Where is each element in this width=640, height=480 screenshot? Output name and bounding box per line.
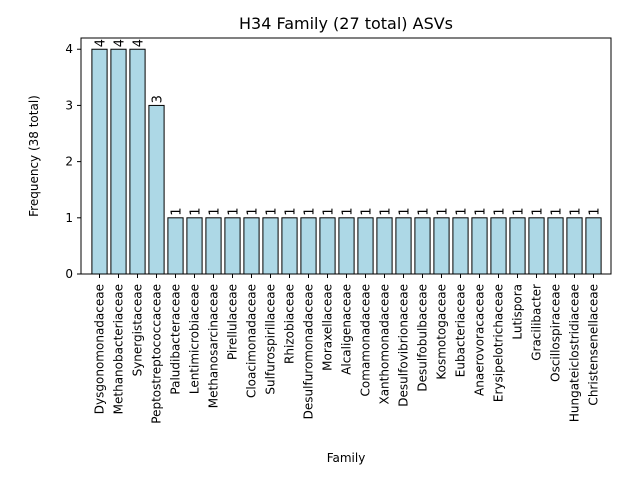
bar [148, 104, 165, 275]
y-tick-label: 2 [65, 155, 73, 169]
bar [414, 217, 431, 275]
bar [357, 217, 374, 275]
data-label: 1 [493, 208, 508, 216]
x-tick-label: Christensenellaceae [587, 284, 601, 406]
data-label: 1 [588, 208, 603, 216]
data-label: 1 [322, 208, 337, 216]
bar [547, 217, 564, 275]
x-tick-label: Kosmotogaceae [435, 284, 449, 380]
ticks-layer: 0 1 2 3 4 Dysgonomonadaceae Methanobacteriacea… [65, 42, 600, 423]
y-tick-label: 3 [65, 98, 73, 112]
data-label: 1 [303, 208, 318, 216]
plot-frame [80, 37, 612, 275]
data-label: 1 [512, 208, 527, 216]
x-tick-label: Desulfobulbaceae [416, 284, 430, 392]
x-tick-label: Anaerovoracaceae [473, 284, 487, 396]
x-tick-label: Sulfurospirillaceae [264, 284, 278, 395]
data-label: 1 [398, 208, 413, 216]
bar [243, 217, 260, 275]
data-label: 1 [474, 208, 489, 216]
data-label: 1 [246, 208, 261, 216]
data-label: 3 [151, 95, 166, 103]
bar [167, 217, 184, 275]
x-tick-label: Rhizobiaceae [283, 284, 297, 364]
bar [319, 217, 336, 275]
x-tick-label: Peptostreptococcaceae [150, 284, 164, 424]
data-label: 4 [94, 39, 109, 47]
x-axis-label: Family [327, 451, 366, 465]
y-tick-label: 1 [65, 211, 73, 225]
x-tick-label: Moraxellaceae [321, 284, 335, 371]
y-tick-label: 4 [65, 42, 73, 56]
x-tick-label: Alcaligenaceae [340, 284, 354, 375]
data-label: 1 [417, 208, 432, 216]
bar [585, 217, 602, 275]
x-tick-label: Desulfuromonadaceae [302, 284, 316, 419]
x-tick-label: Xanthomonadaceae [378, 284, 392, 405]
data-label: 1 [170, 208, 185, 216]
data-label: 1 [189, 208, 204, 216]
data-label: 4 [113, 39, 128, 47]
data-label: 1 [569, 208, 584, 216]
y-axis-label: Frequency (38 total) [27, 95, 41, 217]
data-label: 1 [550, 208, 565, 216]
x-tick-label: Synergistaceae [131, 284, 145, 376]
x-tick-label: Methanosarcinaceae [207, 284, 221, 408]
data-label: 1 [284, 208, 299, 216]
x-tick-label: Oscillospiraceae [549, 284, 563, 382]
bar [338, 217, 355, 275]
data-label: 1 [379, 208, 394, 216]
x-tick-label: Lutispora [511, 284, 525, 340]
bar [528, 217, 545, 275]
bar [566, 217, 583, 275]
bar [262, 217, 279, 275]
bar [186, 217, 203, 275]
chart-title: H34 Family (27 total) ASVs [239, 14, 453, 33]
bar [376, 217, 393, 275]
x-tick-label: Pirellulaceae [226, 284, 240, 360]
x-tick-label: Desulfovibrionaceae [397, 284, 411, 407]
bar [281, 217, 298, 275]
x-tick-label: Lentimicrobiaceae [188, 284, 202, 394]
x-tick-label: Methanobacteriaceae [112, 284, 126, 414]
x-tick-label: Cloacimonadaceae [245, 284, 259, 398]
bars-layer [91, 48, 602, 275]
bar [300, 217, 317, 275]
bar [129, 48, 146, 275]
data-label: 1 [531, 208, 546, 216]
y-tick-label: 0 [65, 267, 73, 281]
bar [224, 217, 241, 275]
x-tick-label: Paludibacteraceae [169, 284, 183, 395]
data-label: 1 [436, 208, 451, 216]
data-label: 1 [227, 208, 242, 216]
bar [395, 217, 412, 275]
x-tick-label: Gracilibacter [530, 284, 544, 361]
bar [452, 217, 469, 275]
bar [91, 48, 108, 275]
x-tick-label: Eubacteriaceae [454, 284, 468, 377]
bar [205, 217, 222, 275]
x-tick-label: Erysipelotrichaceae [492, 284, 506, 402]
bar [509, 217, 526, 275]
data-label: 1 [265, 208, 280, 216]
data-label: 1 [455, 208, 470, 216]
bar [110, 48, 127, 275]
x-tick-label: Hungateiclostridiaceae [568, 284, 582, 422]
x-tick-label: Dysgonomonadaceae [93, 284, 107, 414]
bar [471, 217, 488, 275]
data-labels-layer: 4 4 431 1 1 1 1 1 1 1 1 1 1 1 1 1 1 1 1 1 1 1 1 1 1 [94, 39, 603, 216]
data-label: 1 [341, 208, 356, 216]
x-tick-label: Comamonadaceae [359, 284, 373, 396]
bar [490, 217, 507, 275]
bar [433, 217, 450, 275]
data-label: 1 [208, 208, 223, 216]
data-label: 1 [360, 208, 375, 216]
data-label: 4 [132, 39, 147, 47]
